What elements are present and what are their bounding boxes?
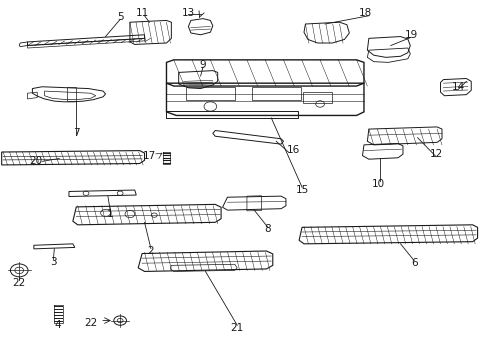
Text: 17: 17	[142, 150, 156, 161]
Text: 9: 9	[199, 60, 206, 70]
Text: 11: 11	[135, 8, 148, 18]
Text: 21: 21	[230, 323, 244, 333]
Text: 6: 6	[410, 258, 417, 268]
Text: 5: 5	[117, 12, 123, 22]
Text: 7: 7	[73, 129, 80, 138]
Text: 22: 22	[84, 318, 97, 328]
Text: 8: 8	[264, 225, 271, 234]
Text: 12: 12	[428, 149, 442, 159]
Text: 16: 16	[286, 145, 299, 155]
Text: 15: 15	[295, 185, 308, 195]
Text: 3: 3	[50, 257, 57, 267]
Text: 19: 19	[404, 30, 417, 40]
Text: 18: 18	[358, 8, 371, 18]
Text: 22: 22	[13, 278, 26, 288]
Text: 13: 13	[182, 8, 195, 18]
Text: 4: 4	[55, 320, 61, 330]
Text: 1: 1	[107, 209, 114, 219]
Text: 2: 2	[147, 246, 154, 256]
Text: 10: 10	[371, 179, 385, 189]
Text: 20: 20	[29, 156, 42, 166]
Text: 14: 14	[450, 82, 464, 93]
